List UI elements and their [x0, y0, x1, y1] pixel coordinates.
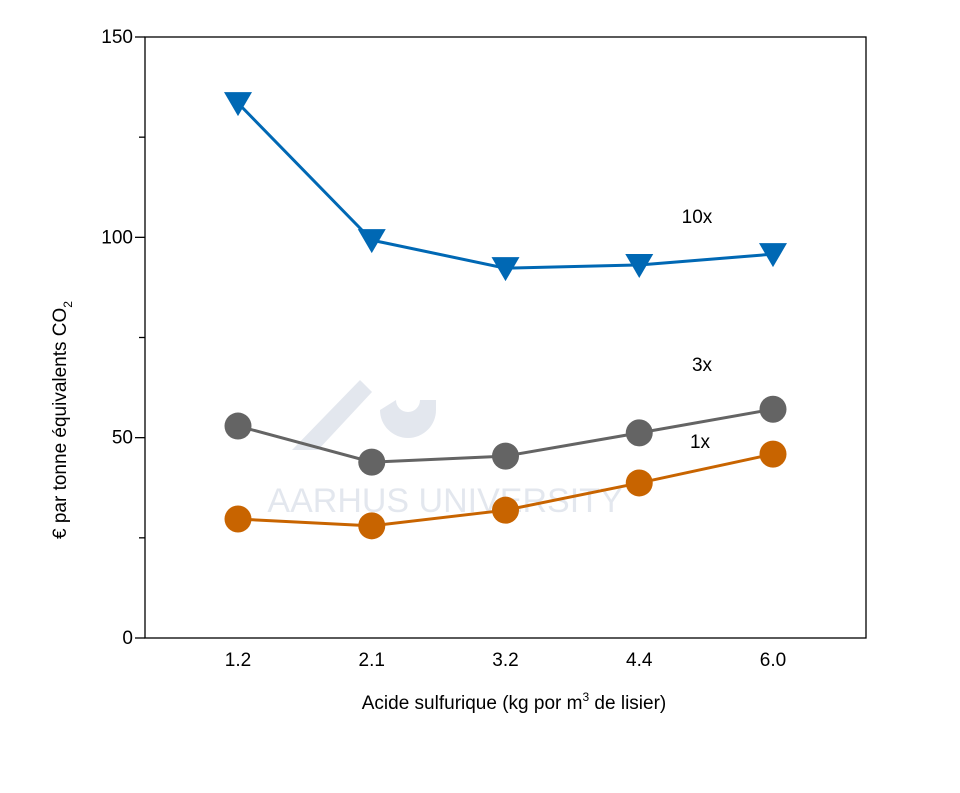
data-point-10x [491, 257, 520, 282]
y-tick-label: 150 [101, 27, 133, 48]
y-axis: 0 50 100 150 [101, 27, 145, 649]
y-tick-label: 100 [101, 227, 133, 248]
data-point-10x [357, 229, 386, 254]
series-label: 10x [682, 207, 713, 228]
data-point-10x [625, 253, 654, 278]
series-line-10x [236, 102, 774, 270]
data-point-1x [224, 505, 252, 533]
x-tick-label: 6.0 [760, 650, 786, 671]
watermark-logo [292, 380, 436, 450]
data-point-3x [759, 395, 787, 423]
y-tick-label: 0 [122, 628, 133, 649]
data-point-3x [224, 412, 252, 440]
data-point-1x [492, 496, 519, 524]
data-point-1x [625, 469, 653, 497]
x-axis-label: Acide sulfurique (kg por m3 de lisier) [362, 690, 666, 714]
x-tick-label: 3.2 [492, 650, 518, 671]
data-point-10x [759, 243, 787, 268]
y-tick-label: 50 [112, 428, 133, 449]
x-tick-label: 4.4 [626, 650, 653, 671]
x-tick-label: 1.2 [225, 650, 251, 671]
plot-frame [144, 36, 867, 639]
series-group [224, 92, 787, 540]
watermark: AARHUS UNIVERSITY [267, 380, 623, 520]
x-tick-label: 2.1 [359, 650, 385, 671]
data-point-10x [224, 92, 252, 117]
data-point-3x [358, 448, 386, 476]
data-point-1x [358, 512, 386, 540]
y-axis-label: € par tonne équivalents CO2 [50, 301, 75, 539]
data-point-3x [492, 442, 519, 470]
x-axis: 1.2 2.1 3.2 4.4 6.0 [225, 650, 786, 671]
series-label: 1x [690, 432, 711, 453]
data-point-3x [625, 419, 653, 447]
series-label: 3x [692, 355, 713, 376]
watermark-text: AARHUS UNIVERSITY [267, 482, 622, 520]
data-point-1x [759, 440, 787, 468]
series-labels: 10x 3x 1x [682, 207, 713, 453]
